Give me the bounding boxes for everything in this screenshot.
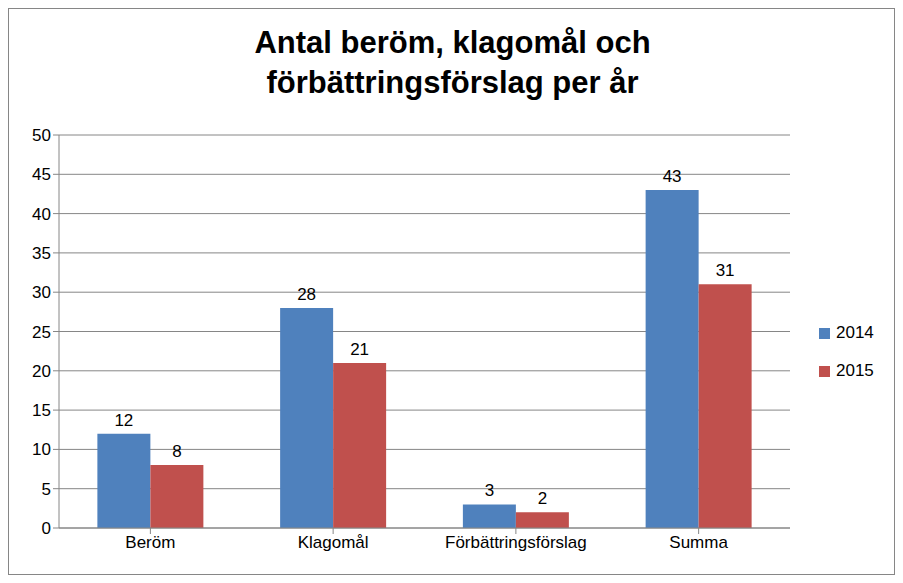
svg-text:10: 10 bbox=[32, 440, 51, 459]
svg-text:5: 5 bbox=[42, 480, 51, 499]
svg-text:50: 50 bbox=[32, 126, 51, 145]
svg-text:45: 45 bbox=[32, 165, 51, 184]
svg-text:0: 0 bbox=[42, 519, 51, 538]
svg-text:8: 8 bbox=[172, 442, 181, 461]
html-text:Antal beröm, klagomål och förb: Antal beröm, klagomål och förbättringsfö… bbox=[254, 25, 651, 100]
svg-text:12: 12 bbox=[114, 411, 133, 430]
svg-text:30: 30 bbox=[32, 283, 51, 302]
svg-text:35: 35 bbox=[32, 244, 51, 263]
svg-text:Summa: Summa bbox=[669, 533, 728, 552]
svg-text:43: 43 bbox=[663, 167, 682, 186]
svg-text:Beröm: Beröm bbox=[125, 533, 175, 552]
svg-text:Klagomål: Klagomål bbox=[298, 533, 369, 552]
html-text:2014: 2014 bbox=[836, 323, 874, 342]
svg-text:15: 15 bbox=[32, 401, 51, 420]
svg-text:25: 25 bbox=[32, 323, 51, 342]
svg-text:21: 21 bbox=[350, 340, 369, 359]
svg-text:Förbättringsförslag: Förbättringsförslag bbox=[445, 533, 587, 552]
svg-text:40: 40 bbox=[32, 205, 51, 224]
svg-text:28: 28 bbox=[297, 285, 316, 304]
html-text:2015: 2015 bbox=[836, 361, 874, 380]
svg-text:2: 2 bbox=[538, 489, 547, 508]
svg-text:31: 31 bbox=[716, 261, 735, 280]
svg-text:20: 20 bbox=[32, 362, 51, 381]
svg-text:3: 3 bbox=[485, 481, 494, 500]
